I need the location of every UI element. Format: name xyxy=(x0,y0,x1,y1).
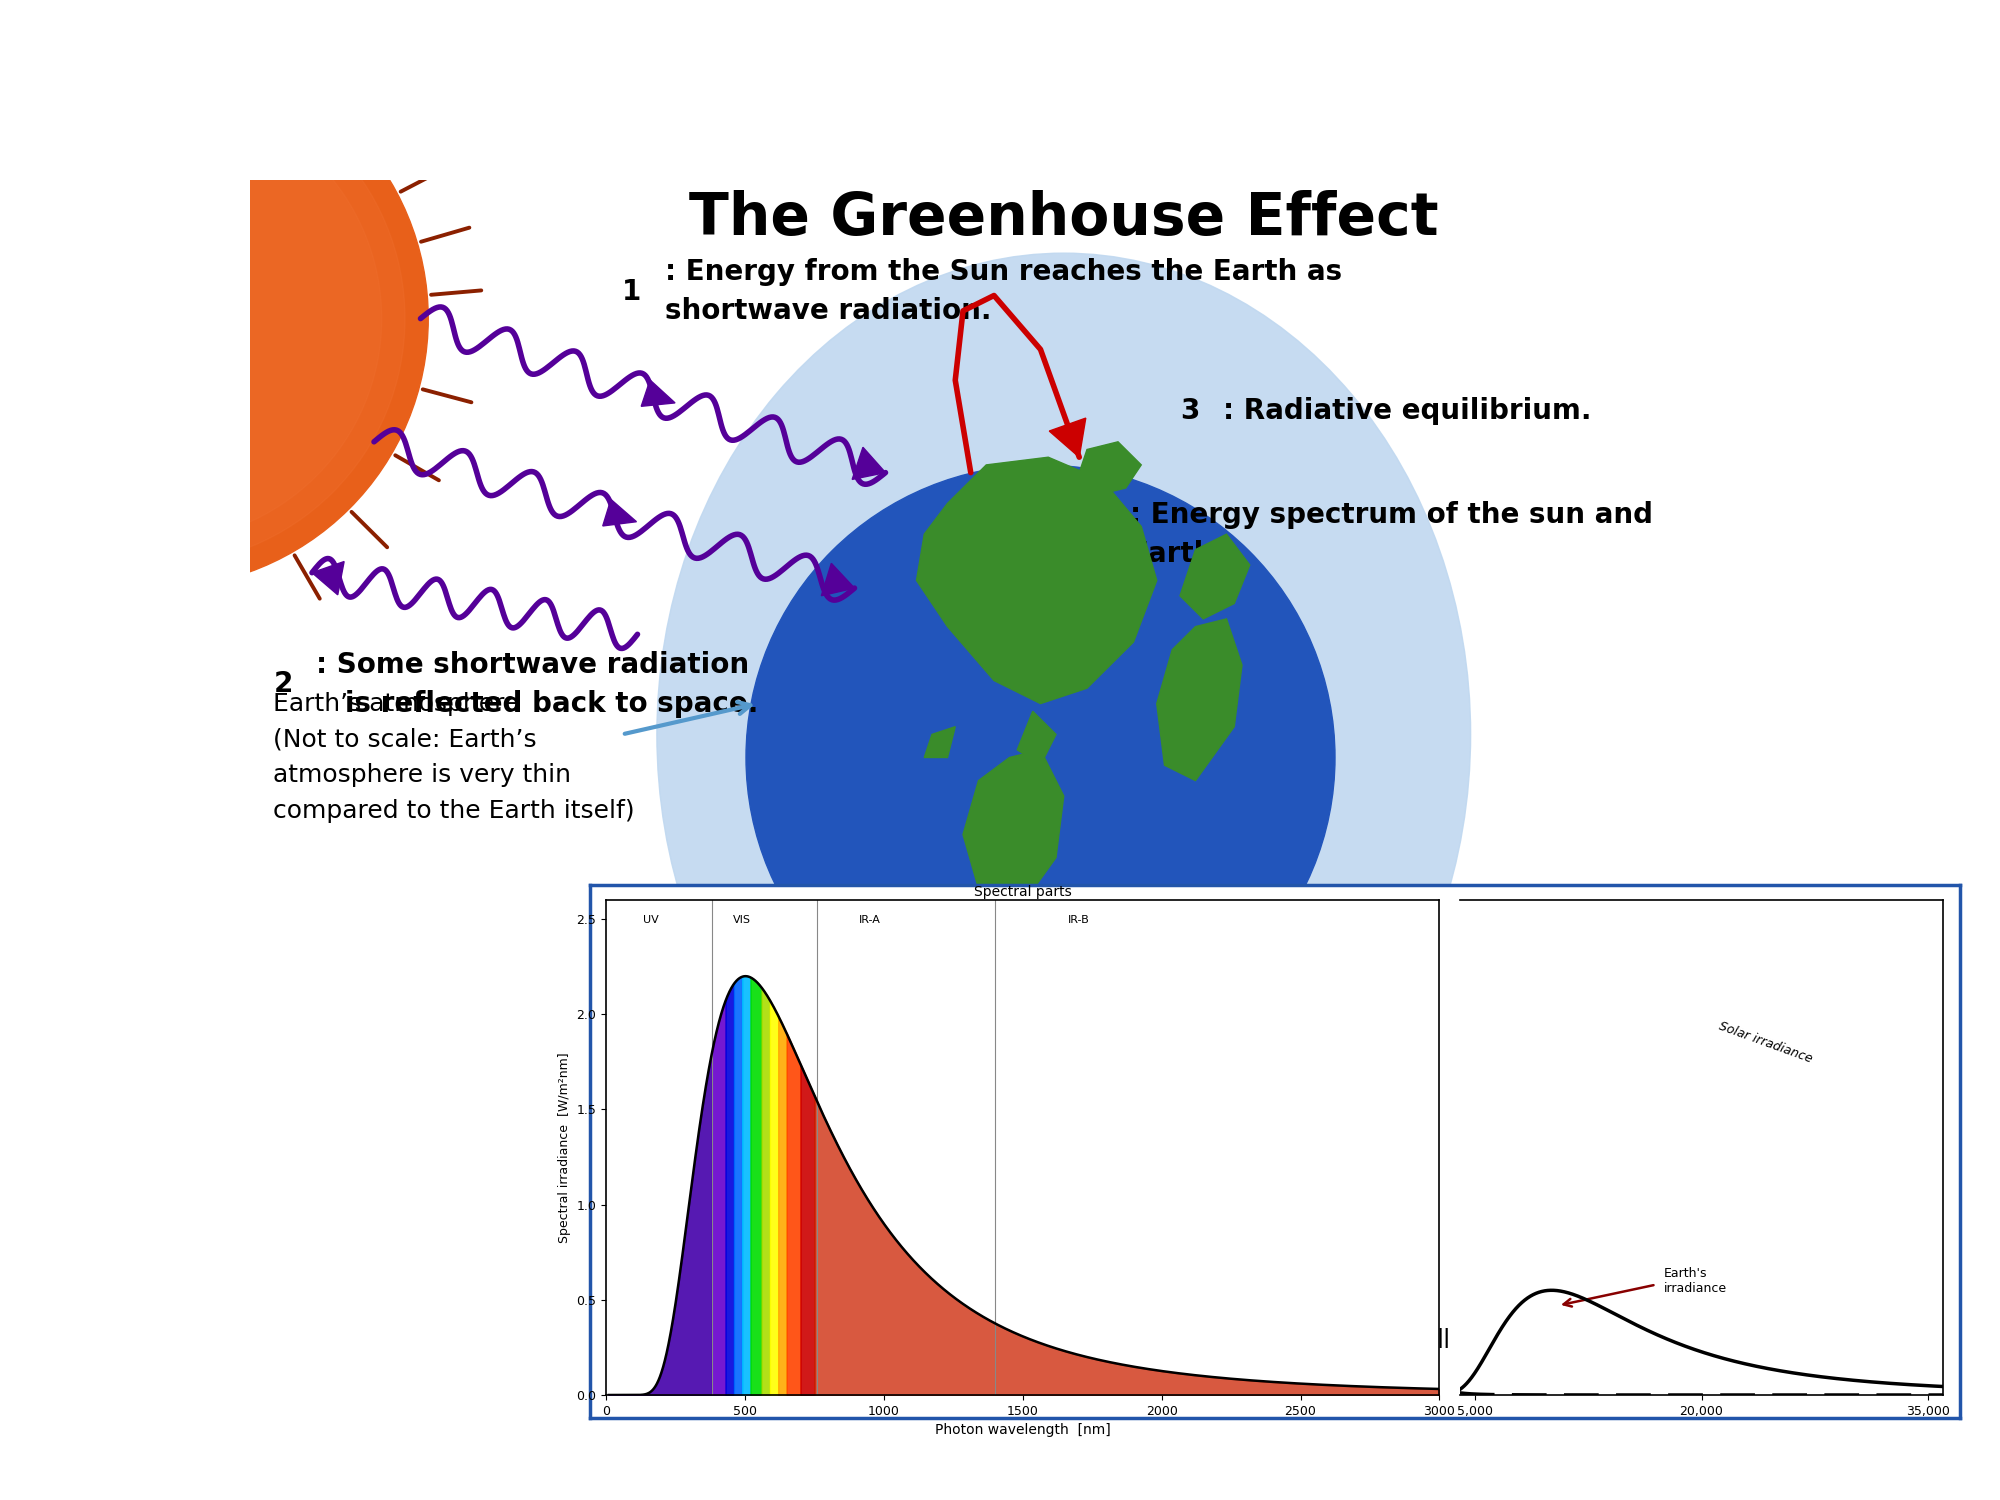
Circle shape xyxy=(0,50,428,588)
Polygon shape xyxy=(1156,620,1242,780)
Text: 3: 3 xyxy=(1180,398,1200,424)
Text: 4: 4 xyxy=(1088,520,1106,548)
Title: Spectral parts: Spectral parts xyxy=(974,885,1072,898)
X-axis label: Photon wavelength  [nm]: Photon wavelength [nm] xyxy=(934,1424,1110,1437)
Circle shape xyxy=(0,96,382,542)
Ellipse shape xyxy=(656,254,1470,1215)
Text: IR-A: IR-A xyxy=(858,915,880,926)
Polygon shape xyxy=(1018,711,1056,765)
Text: 2: 2 xyxy=(274,670,292,699)
Text: Earth's
irradiance: Earth's irradiance xyxy=(1664,1268,1726,1294)
Polygon shape xyxy=(312,561,344,596)
Text: : Radiative equilibrium.: : Radiative equilibrium. xyxy=(1222,398,1592,424)
Text: : Energy spectrum of the sun and
Earth.: : Energy spectrum of the sun and Earth. xyxy=(1130,501,1652,567)
Text: The Greenhouse Effect: The Greenhouse Effect xyxy=(688,190,1438,248)
Text: IR-B: IR-B xyxy=(1068,915,1090,926)
Polygon shape xyxy=(1180,534,1250,620)
Circle shape xyxy=(0,72,404,566)
Text: Solar irradiance: Solar irradiance xyxy=(1716,1020,1814,1066)
Polygon shape xyxy=(602,500,636,526)
Text: 1: 1 xyxy=(622,278,642,306)
Polygon shape xyxy=(852,447,886,480)
Text: VIS: VIS xyxy=(734,915,752,926)
Text: UV: UV xyxy=(642,915,658,926)
Text: ||: || xyxy=(1436,1329,1450,1348)
Text: : Some shortwave radiation
   is reflected back to space.: : Some shortwave radiation is reflected … xyxy=(316,651,758,718)
Y-axis label: Spectral irradiance  [W/m²nm]: Spectral irradiance [W/m²nm] xyxy=(558,1052,570,1244)
Polygon shape xyxy=(642,380,676,406)
Polygon shape xyxy=(964,750,1064,912)
Polygon shape xyxy=(822,564,854,596)
Text: Earth’s atmosphere
(Not to scale: Earth’s
atmosphere is very thin
compared to th: Earth’s atmosphere (Not to scale: Earth’… xyxy=(274,693,634,822)
Polygon shape xyxy=(924,726,956,758)
Text: : Energy from the Sun reaches the Earth as
shortwave radiation.: : Energy from the Sun reaches the Earth … xyxy=(664,258,1342,326)
Polygon shape xyxy=(916,458,1156,704)
Polygon shape xyxy=(1050,419,1086,458)
Circle shape xyxy=(746,465,1336,1050)
Polygon shape xyxy=(1080,442,1142,495)
